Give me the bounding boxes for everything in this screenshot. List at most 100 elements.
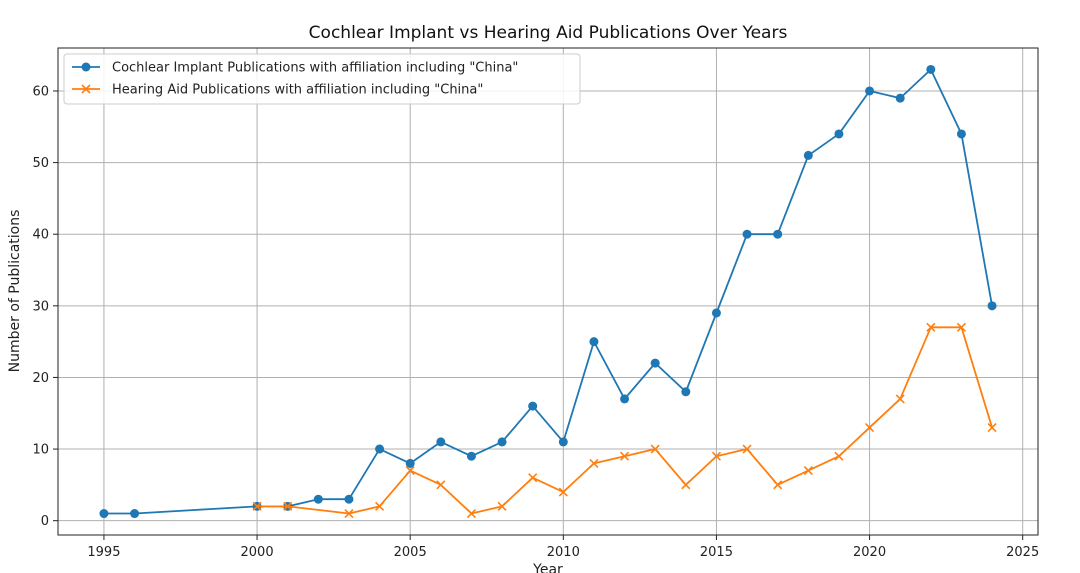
y-tick-label: 20 [32, 371, 49, 386]
data-point [773, 229, 783, 239]
x-marker-stroke [497, 501, 507, 511]
x-axis-title: Year [532, 562, 563, 573]
x-marker-stroke [466, 508, 477, 519]
x-marker-stroke [374, 501, 385, 511]
data-point [681, 387, 691, 397]
x-marker-stroke [81, 84, 91, 94]
data-point [436, 480, 446, 490]
x-marker-stroke [803, 465, 813, 476]
data-point [650, 358, 660, 368]
data-point [313, 494, 323, 504]
data-point [344, 494, 354, 504]
x-marker-stroke [619, 451, 630, 461]
data-point [987, 423, 997, 433]
data-point [589, 458, 599, 468]
data-point [956, 129, 966, 139]
data-point [466, 451, 476, 461]
data-point [803, 150, 813, 160]
x-marker-stroke [252, 501, 262, 511]
y-tick-label: 10 [32, 443, 49, 458]
data-point [987, 301, 997, 311]
data-point [865, 86, 875, 96]
data-point [803, 465, 813, 476]
data-point [834, 451, 844, 461]
data-point [497, 437, 507, 447]
x-marker-stroke [773, 480, 783, 490]
y-tick-label: 40 [32, 228, 49, 243]
grid-lines [58, 48, 1038, 535]
x-tick-label: 2025 [1006, 545, 1039, 560]
x-tick-label: 2010 [547, 545, 580, 560]
data-point [252, 501, 262, 511]
x-marker-stroke [681, 480, 691, 490]
x-marker-stroke [711, 451, 722, 461]
x-marker-stroke [558, 487, 568, 497]
data-point [926, 64, 936, 74]
x-tick-label: 2015 [700, 545, 733, 560]
x-marker-stroke [650, 444, 660, 454]
data-point [436, 437, 446, 447]
x-tick-label: 2000 [241, 545, 274, 560]
data-point [528, 401, 538, 411]
x-marker-stroke [589, 458, 599, 468]
data-point [405, 465, 415, 476]
data-point [742, 229, 752, 239]
data-point [99, 509, 109, 519]
data-point [558, 437, 568, 447]
x-marker-stroke [956, 322, 967, 332]
data-point [558, 487, 568, 497]
data-point [375, 444, 385, 454]
data-point [895, 93, 905, 103]
legend-entry: Cochlear Implant Publications with affil… [72, 61, 518, 76]
x-marker-stroke [405, 465, 415, 476]
data-point [528, 473, 538, 483]
series-layer [99, 64, 997, 519]
data-point [497, 501, 507, 511]
y-tick-label: 0 [41, 514, 49, 529]
data-point [283, 501, 293, 511]
y-tick-label: 60 [32, 84, 49, 99]
y-tick-label: 30 [32, 299, 49, 314]
x-marker-stroke [344, 508, 354, 519]
data-point [742, 444, 752, 454]
x-marker-stroke [436, 480, 446, 490]
x-marker-stroke [895, 394, 905, 404]
x-marker-stroke [742, 444, 752, 454]
data-point [466, 508, 477, 519]
legend-box [63, 53, 581, 105]
y-tick-label: 50 [32, 156, 49, 171]
data-point [773, 480, 783, 490]
x-tick-label: 1995 [87, 545, 120, 560]
y-axis-title: Number of Publications [7, 210, 23, 373]
x-marker-stroke [864, 423, 875, 433]
data-point [374, 501, 385, 511]
x-tick-label: 2005 [394, 545, 427, 560]
legend-label: Hearing Aid Publications with affiliatio… [112, 83, 483, 98]
data-point [864, 423, 875, 433]
data-point [834, 129, 844, 139]
chart-title: Cochlear Implant vs Hearing Aid Publicat… [309, 23, 788, 43]
legend-label: Cochlear Implant Publications with affil… [112, 61, 518, 76]
series-hearing-aid [252, 322, 997, 519]
x-marker-stroke [987, 423, 997, 433]
series-line [103, 68, 993, 515]
data-point [711, 308, 721, 318]
data-point [926, 322, 936, 332]
legend: Cochlear Implant Publications with affil… [63, 53, 581, 105]
data-point [895, 394, 905, 404]
data-point [589, 337, 599, 347]
data-point [956, 322, 967, 332]
series-line [257, 326, 993, 515]
data-point [711, 451, 722, 461]
x-marker-stroke [926, 322, 936, 332]
plot-area-frame [57, 47, 1039, 536]
series-cochlear-implant [99, 64, 997, 519]
data-point [130, 509, 140, 519]
data-point [681, 480, 691, 490]
data-point [650, 444, 660, 454]
legend-marker [81, 62, 91, 72]
legend-marker [81, 84, 91, 94]
x-marker-stroke [834, 451, 844, 461]
data-point [405, 458, 415, 468]
